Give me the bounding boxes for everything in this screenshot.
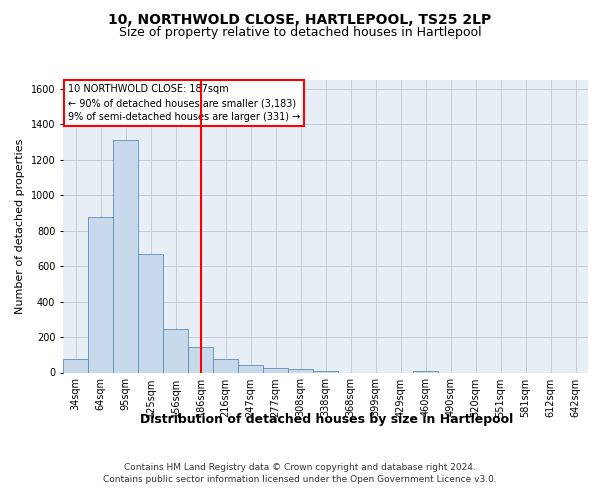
Bar <box>213 359 238 372</box>
Bar <box>138 254 163 372</box>
Bar <box>413 370 438 372</box>
Text: Distribution of detached houses by size in Hartlepool: Distribution of detached houses by size … <box>140 412 514 426</box>
Text: Size of property relative to detached houses in Hartlepool: Size of property relative to detached ho… <box>119 26 481 39</box>
Bar <box>313 370 338 372</box>
Bar <box>238 364 263 372</box>
Bar <box>188 347 213 372</box>
Bar <box>88 216 113 372</box>
Bar <box>113 140 138 372</box>
Bar <box>288 369 313 372</box>
Bar <box>163 329 188 372</box>
Text: 10 NORTHWOLD CLOSE: 187sqm
← 90% of detached houses are smaller (3,183)
9% of se: 10 NORTHWOLD CLOSE: 187sqm ← 90% of deta… <box>68 84 301 122</box>
Text: Contains public sector information licensed under the Open Government Licence v3: Contains public sector information licen… <box>103 475 497 484</box>
Text: 10, NORTHWOLD CLOSE, HARTLEPOOL, TS25 2LP: 10, NORTHWOLD CLOSE, HARTLEPOOL, TS25 2L… <box>109 12 491 26</box>
Y-axis label: Number of detached properties: Number of detached properties <box>15 138 25 314</box>
Bar <box>63 359 88 372</box>
Bar <box>263 368 288 372</box>
Text: Contains HM Land Registry data © Crown copyright and database right 2024.: Contains HM Land Registry data © Crown c… <box>124 462 476 471</box>
